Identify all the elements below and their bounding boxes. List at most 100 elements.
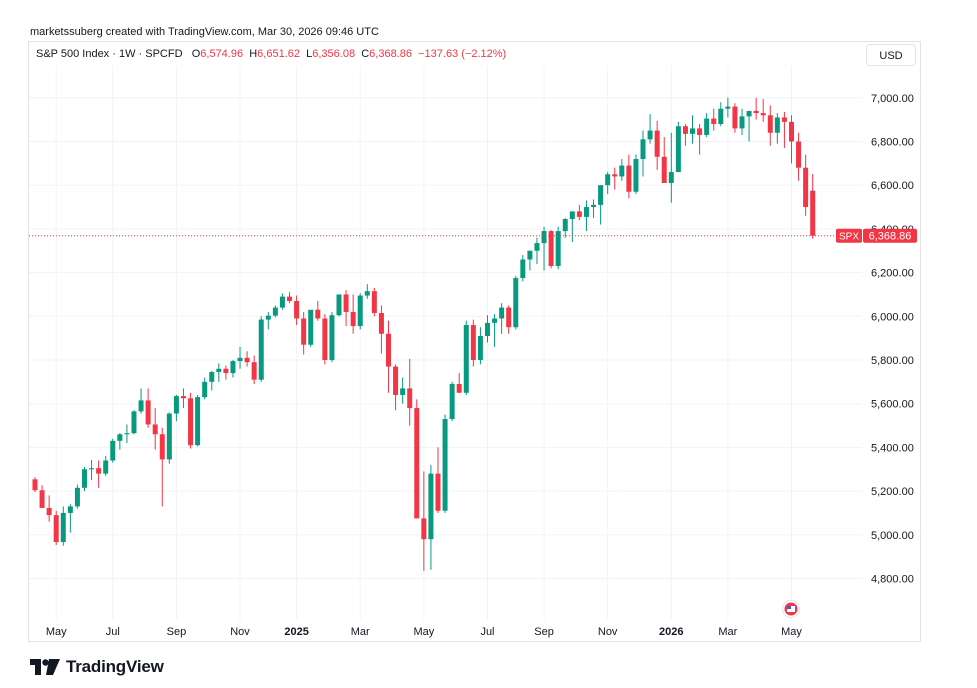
candle — [470, 319, 476, 367]
x-tick-label: Mar — [718, 626, 737, 638]
candle-body — [96, 468, 102, 474]
tradingview-logo[interactable]: TradingView — [30, 657, 164, 677]
candle — [654, 120, 660, 170]
candle — [89, 460, 95, 481]
candle-body — [718, 108, 724, 125]
candle — [124, 424, 130, 444]
candle-body — [166, 413, 172, 460]
candle — [697, 124, 703, 155]
candle — [386, 320, 391, 393]
candle-body — [534, 243, 540, 251]
candle — [774, 113, 780, 144]
currency-button[interactable]: USD — [866, 44, 916, 66]
candle-body — [39, 490, 45, 508]
candle-body — [449, 384, 455, 419]
candle — [131, 410, 137, 435]
candle — [781, 112, 787, 149]
candle — [39, 485, 45, 508]
candle — [166, 412, 172, 464]
candle — [251, 355, 257, 385]
candle-body — [456, 384, 462, 393]
close-value: 6,368.86 — [369, 48, 412, 60]
last-price-line: SPX 6,368.86 — [29, 228, 917, 243]
candle-body — [343, 294, 349, 312]
candle — [810, 173, 816, 239]
x-tick-label: Nov — [598, 626, 618, 638]
candle — [421, 471, 427, 571]
price-axis: 4,800.00 5,000.00 5,200.00 5,400.00 5,600.00… — [871, 93, 914, 586]
tradingview-logo-icon — [30, 659, 60, 675]
y-tick-label: 6,200.00 — [871, 268, 914, 280]
candle-body — [463, 325, 469, 393]
candle — [188, 392, 194, 449]
candle-body — [371, 291, 377, 314]
candle — [555, 226, 561, 270]
candle — [145, 388, 151, 428]
candle-body — [350, 311, 356, 327]
candle-body — [796, 141, 802, 168]
time-axis: May Jul Sep Nov 2025 Mar May Jul Sep Nov 2026 Mar Ma… — [46, 626, 803, 638]
candle-body — [697, 128, 703, 135]
candle-body — [499, 307, 505, 319]
candle-body — [216, 368, 222, 373]
candle — [619, 158, 625, 181]
candle-body — [774, 117, 780, 133]
candle-body — [237, 357, 243, 362]
candle — [668, 132, 674, 203]
candle-body — [195, 397, 201, 446]
symbol-label[interactable]: S&P 500 Index · 1W · SPCFD — [36, 48, 183, 60]
candle — [492, 314, 498, 347]
candle — [456, 373, 462, 393]
candle-body — [400, 388, 406, 395]
candle — [329, 311, 335, 363]
candle — [484, 315, 490, 343]
candle-body — [53, 515, 59, 543]
candle — [633, 154, 639, 194]
x-tick-label: Nov — [230, 626, 250, 638]
candle — [287, 292, 293, 304]
price-tag-symbol-bg — [836, 228, 862, 243]
candle-body — [492, 318, 498, 323]
y-tick-label: 5,600.00 — [871, 399, 914, 411]
candle — [767, 105, 773, 146]
candle — [562, 217, 568, 238]
candle-body — [711, 118, 717, 125]
price-tag-value: 6,368.86 — [869, 231, 912, 243]
candle-body — [520, 259, 526, 279]
candle — [442, 414, 448, 513]
open-label: O — [191, 48, 201, 60]
candle-body — [788, 121, 794, 142]
candle-body — [746, 110, 752, 117]
candle — [435, 447, 441, 513]
candle — [258, 316, 264, 382]
candle — [725, 97, 731, 118]
candle-body — [753, 110, 759, 114]
candle-body — [393, 366, 399, 395]
flag-icon — [782, 600, 800, 618]
candle-body — [223, 368, 229, 374]
candle-body — [435, 473, 441, 511]
y-tick-label: 6,600.00 — [871, 180, 914, 192]
candle — [230, 360, 236, 378]
candle — [527, 250, 533, 271]
x-tick-label: May — [413, 626, 434, 638]
candle-body — [315, 309, 321, 319]
candle — [336, 294, 342, 317]
low-value: 6,356.08 — [312, 48, 356, 60]
candle-body — [272, 307, 278, 316]
candle-body — [279, 296, 285, 308]
candle — [272, 305, 278, 318]
candle-body — [704, 118, 710, 135]
change-value: −137.63 (−2.12%) — [418, 48, 507, 60]
candle-body — [81, 469, 87, 488]
price-tag-symbol: SPX — [839, 232, 859, 243]
open-value: 6,574.96 — [200, 48, 244, 60]
candle — [541, 226, 547, 271]
candle-body — [725, 106, 731, 109]
candle-body — [739, 116, 745, 129]
candle-body — [301, 318, 307, 345]
candle-body — [110, 440, 116, 461]
candle-body — [633, 158, 639, 192]
candle — [499, 303, 505, 334]
